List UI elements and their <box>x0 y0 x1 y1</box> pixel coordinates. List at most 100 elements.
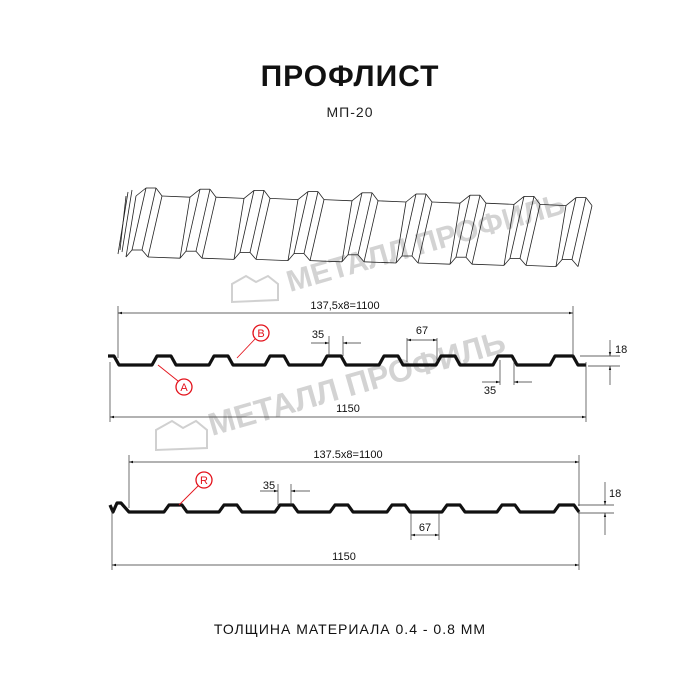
sheet-edge <box>465 195 481 258</box>
sheet-edge <box>341 254 349 263</box>
sheet-edge <box>351 192 363 202</box>
watermark-logo-icon <box>155 419 208 452</box>
svg-text:B: B <box>257 328 264 340</box>
sheet-edge <box>147 256 181 259</box>
watermark-text: МЕТАЛЛ ПРОФИЛЬ <box>204 323 509 442</box>
sheet-edge <box>565 197 577 206</box>
sheet-edge <box>561 197 577 260</box>
sheet-edge <box>555 205 567 267</box>
sheet-edge <box>513 196 525 205</box>
sheet-edge <box>125 249 133 258</box>
sheet-edge <box>395 201 407 264</box>
sheet-edge <box>131 187 147 251</box>
sheet-edge <box>287 253 295 261</box>
sheet-edge <box>465 256 473 265</box>
sheet-edge <box>417 262 451 265</box>
sheet-edge <box>239 190 255 253</box>
sheet-edge <box>125 195 137 258</box>
total-width-label: 1150 <box>336 403 360 415</box>
sheet-edge <box>347 192 363 255</box>
sheet-edge <box>121 189 133 253</box>
crest-width-label: 35 <box>312 329 324 341</box>
sheet-edge <box>417 201 433 264</box>
sheet-edge <box>249 190 265 253</box>
marker-a: A <box>157 364 193 396</box>
sheet-edge <box>233 252 241 260</box>
sheet-edge <box>485 202 515 205</box>
height-label: 18 <box>615 344 627 356</box>
sheet-edge <box>449 256 457 265</box>
sheet-edge <box>431 201 461 204</box>
valley-width-label: 67 <box>416 325 428 337</box>
sheet-edge <box>189 188 201 198</box>
sheet-edge <box>411 193 427 257</box>
sheet-edge <box>525 204 541 266</box>
model-label: МП-20 <box>326 104 374 120</box>
profile-2: 137.5x8=1100 1150 35 67 18 R <box>108 449 621 570</box>
sheet-edge <box>503 204 515 266</box>
watermark-2: МЕТАЛЛ ПРОФИЛЬ <box>155 323 509 452</box>
sheet-edge <box>215 196 245 199</box>
watermark-text: МЕТАЛЛ ПРОФИЛЬ <box>283 188 569 299</box>
sheet-edge <box>585 197 593 206</box>
sheet-edge <box>571 197 587 260</box>
sheet-edge <box>555 259 563 267</box>
sheet-edge <box>471 263 505 266</box>
profile-1-outline <box>108 354 586 367</box>
svg-text:R: R <box>200 475 208 487</box>
sheet-edge <box>317 191 325 200</box>
sheet-edge <box>519 258 527 266</box>
sheet-edge <box>161 195 191 198</box>
sheet-edge <box>479 194 487 204</box>
svg-text:A: A <box>180 382 188 394</box>
total-width-label: 1150 <box>332 551 356 563</box>
sheet-edge <box>455 195 471 258</box>
pitch-dim-label: 137,5x8=1100 <box>310 300 379 312</box>
sheet-edge <box>471 203 487 265</box>
sheet-edge <box>195 189 211 252</box>
sheet-edge <box>287 199 299 261</box>
sheet-edge <box>119 195 127 251</box>
marker-b: B <box>236 324 270 359</box>
sheet-edge <box>539 204 567 206</box>
valley-width-label: 67 <box>419 522 431 534</box>
sheet-edge <box>293 191 309 254</box>
sheet-edge <box>533 196 541 205</box>
sheet-edge <box>255 259 289 261</box>
sheet-edge <box>357 192 373 255</box>
sheet-edge <box>377 200 407 203</box>
sheet-edge <box>249 252 257 260</box>
sheet-edge <box>363 261 397 264</box>
sheet-edge <box>401 193 417 257</box>
sheet-edge <box>255 198 271 260</box>
sheet-edge <box>449 203 461 265</box>
sheet-edge <box>179 197 191 259</box>
sheet-edge <box>571 259 579 267</box>
height-label: 18 <box>609 488 621 500</box>
page-title: ПРОФЛИСТ <box>260 60 440 93</box>
profile-2-outline <box>108 501 581 514</box>
sheet-edge <box>519 196 535 259</box>
sheet-edge <box>303 191 319 254</box>
sheet-edge <box>201 197 217 259</box>
watermark-logo-icon <box>231 274 279 304</box>
material-thickness-note: ТОЛЩИНА МАТЕРИАЛА 0.4 - 0.8 ММ <box>213 621 487 637</box>
sheet-edge <box>185 189 201 252</box>
sheet-edge <box>525 265 557 267</box>
sheet-edge <box>263 190 271 199</box>
sheet-edge <box>141 249 149 258</box>
sheet-edge <box>179 250 187 259</box>
sheet-edge <box>411 255 419 264</box>
sheet-edge <box>323 199 353 202</box>
profile-1: 137,5x8=1100 1150 35 67 35 18 B A <box>108 300 627 422</box>
marker-r: R <box>178 471 213 506</box>
sheet-edge <box>297 191 309 200</box>
sheet-edge <box>309 199 325 261</box>
sheet-edge <box>155 187 163 197</box>
sheet-edge <box>303 253 311 261</box>
sheet-edge <box>243 190 255 199</box>
sheet-edge <box>309 260 343 263</box>
sheet-edge <box>425 193 433 203</box>
sheet-edge <box>405 193 417 203</box>
